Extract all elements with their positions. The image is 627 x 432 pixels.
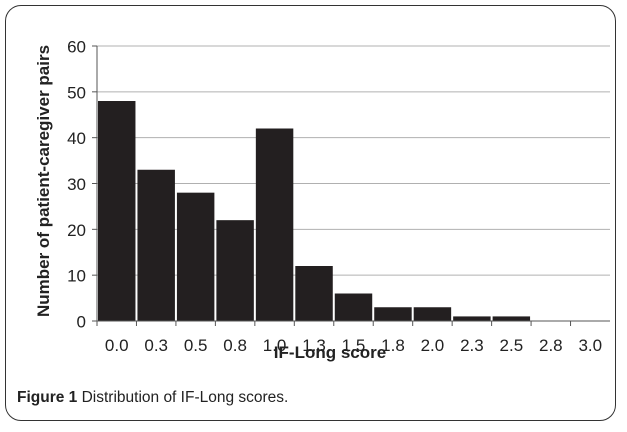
y-tick-label: 10 — [67, 267, 86, 286]
bar-2.0 — [413, 307, 452, 321]
y-tick-label: 40 — [67, 129, 86, 148]
x-tick-label: 1.3 — [302, 336, 326, 355]
bar-0.5 — [176, 192, 215, 321]
x-tick-label: 1.8 — [381, 336, 405, 355]
caption-label: Figure 1 — [17, 389, 78, 406]
x-tick-label: 2.0 — [421, 336, 445, 355]
x-tick-label: 3.0 — [578, 336, 602, 355]
bar-0.3 — [137, 169, 175, 321]
x-tick-label: 0.3 — [144, 336, 168, 355]
bar-chart: 0 10 20 30 40 50 60 0.0 0.3 0.5 0.8 1.0 1.3 1.5 1.8 2.… — [34, 38, 610, 362]
y-tick-label: 0 — [77, 313, 86, 332]
x-tick-label: 1.5 — [342, 336, 366, 355]
bars — [98, 101, 531, 321]
bar-0.8 — [216, 220, 254, 321]
bar-1.3 — [295, 266, 333, 321]
y-tick-label: 30 — [67, 175, 86, 194]
x-axis-title: IF-Long score — [274, 343, 386, 362]
x-tick-labels: 0.0 0.3 0.5 0.8 1.0 1.3 1.5 1.8 2.0 2.3 2.5 2.8 3.0 — [105, 336, 602, 355]
y-tick-label: 20 — [67, 221, 86, 240]
figure-caption: Figure 1 Distribution of IF-Long scores. — [17, 389, 288, 407]
x-tick-label: 2.5 — [500, 336, 524, 355]
bar-1.0 — [255, 128, 294, 321]
x-tick-label: 0.5 — [184, 336, 208, 355]
bar-0.0 — [98, 101, 136, 321]
bar-2.5 — [492, 316, 531, 321]
x-tick-label: 0.8 — [223, 336, 247, 355]
x-tick-label: 2.3 — [460, 336, 484, 355]
x-tick-label: 2.8 — [539, 336, 563, 355]
bar-1.8 — [374, 307, 412, 321]
bar-1.5 — [334, 293, 373, 321]
y-axis-title: Number of patient-caregiver pairs — [34, 45, 53, 317]
axes — [92, 45, 610, 326]
y-tick-label: 50 — [67, 83, 86, 102]
x-tick-label: 0.0 — [105, 336, 129, 355]
caption-text: Distribution of IF-Long scores. — [77, 389, 289, 406]
y-tick-label: 60 — [67, 38, 86, 57]
y-tick-labels: 0 10 20 30 40 50 60 — [67, 38, 86, 332]
bar-2.3 — [453, 316, 491, 321]
x-tick-label: 1.0 — [263, 336, 287, 355]
